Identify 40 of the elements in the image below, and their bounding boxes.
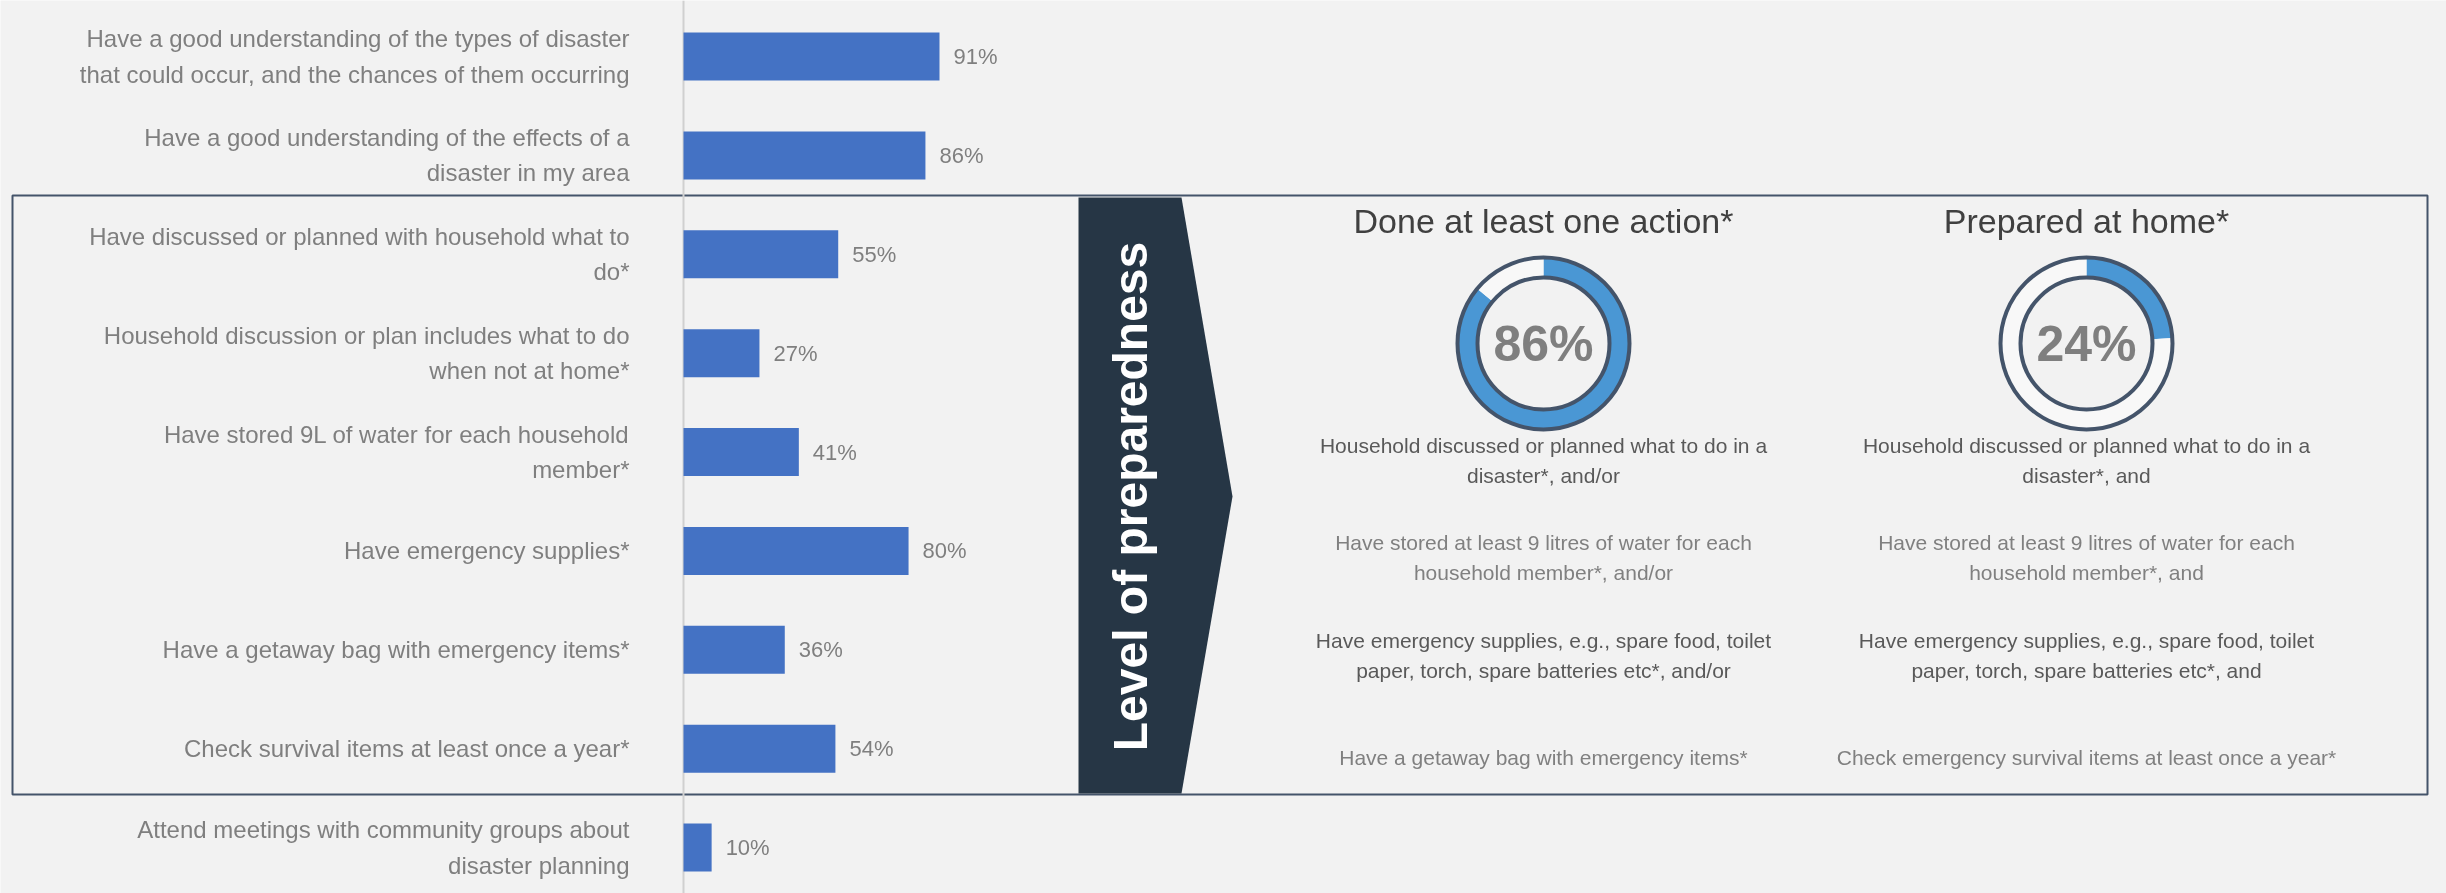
bar [683,823,712,872]
bar [683,526,909,575]
text: Check emergency survival items at least once a year* [1836,746,2337,769]
text: Have stored at least 9 litres of water for each household member*, and [1878,531,2295,584]
y-tick-label: Have a good understanding of the types of disaster that could occur, and the chances of them occurring [79,25,630,88]
y-tick-label: Check survival items at least once a year* [183,735,630,763]
bar [683,428,799,476]
text: Level of preparedness [1104,241,1157,752]
bar [683,131,926,180]
data-label: 36% [798,637,843,663]
data-label: 86% [1493,315,1594,372]
data-label: 10% [725,835,770,860]
y-tick-label: Have discussed or planned with household what to do* [89,223,630,286]
data-label: 86% [939,142,984,168]
text: Have a getaway bag with emergency items* [1339,746,1748,769]
y-tick-label: Have a getaway bag with emergency items* [162,636,630,664]
text: Household discussed or planned what to do in a disaster*, and [1862,434,2311,487]
y-tick-label: Have emergency supplies* [344,537,630,565]
bar [683,32,940,81]
bar [683,625,785,674]
text: Have emergency supplies, e.g., spare food, toilet paper, torch, spare batteries etc*, and/or [1315,629,1772,682]
y-tick-label: Household discussion or plan includes what to do when not at home* [103,322,630,385]
text: Household discussed or planned what to do in a disaster*, and/or [1319,434,1768,487]
data-label: 41% [812,439,857,465]
data-label: 55% [852,241,897,267]
text: Have emergency supplies, e.g., spare food, toilet paper, torch, spare batteries etc*, and [1858,629,2315,682]
bar [683,329,760,378]
chart-title: Done at least one action* [1353,201,1734,240]
text: Have stored at least 9 litres of water for each household member*, and/or [1335,531,1752,584]
data-label: 54% [849,736,894,762]
bar [683,724,836,773]
chart-title: Prepared at home* [1943,201,2230,240]
y-tick-label: Attend meetings with community groups about disaster planning [137,816,630,879]
data-label: 80% [922,538,967,564]
data-label: 27% [773,340,818,366]
bar [683,230,839,279]
y-tick-label: Have a good understanding of the effects of a disaster in my area [144,124,631,187]
y-tick-label: Have stored 9L of water for each household member* [163,420,630,484]
data-label: 91% [953,44,998,69]
data-label: 24% [2036,315,2137,372]
